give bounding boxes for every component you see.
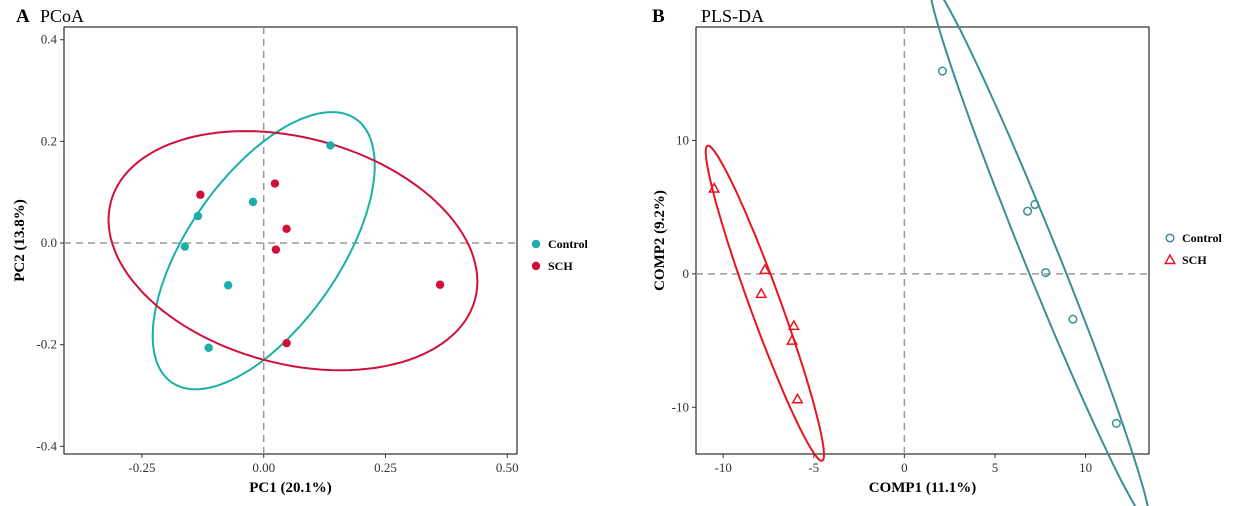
plsda-y-tick-label: 10 <box>676 132 689 147</box>
pcoa-legend-sch-label: SCH <box>548 259 573 273</box>
pcoa-x-axis: -0.25 0.00 0.25 0.50 <box>128 454 519 475</box>
pcoa-ellipses <box>107 111 479 391</box>
plsda-ellipses <box>704 0 1149 506</box>
pcoa-sch-ellipse <box>107 130 479 372</box>
pcoa-reference-lines <box>64 27 517 454</box>
plsda-sch-point <box>786 334 799 345</box>
pcoa-control-point <box>223 281 233 290</box>
plsda-title: PLS-DA <box>701 6 764 26</box>
plsda-plot-area <box>695 26 1150 455</box>
pcoa-control-point <box>204 343 213 352</box>
pcoa-sch-point <box>196 190 205 199</box>
pcoa-sch-point <box>282 338 291 348</box>
plsda-sch-point <box>791 392 804 404</box>
pcoa-legend-control-label: Control <box>548 237 588 251</box>
plsda-legend-control-marker <box>1165 233 1175 243</box>
pcoa-legend-sch-marker <box>531 261 541 271</box>
plsda-y-tick-label: -10 <box>672 399 689 414</box>
plsda-control-point <box>1030 199 1040 210</box>
plsda-sch-point <box>787 319 800 331</box>
plsda-sch-point <box>755 287 768 299</box>
pcoa-control-point <box>248 197 258 207</box>
pcoa-y-tick-label: -0.2 <box>36 337 57 352</box>
pcoa-control-point <box>193 211 203 221</box>
pcoa-y-tick-label: -0.4 <box>36 438 57 453</box>
pcoa-sch-point <box>435 280 445 289</box>
plsda-x-tick-label: -10 <box>715 460 732 475</box>
pcoa-y-axis-title: PC2 (13.8%) <box>12 199 28 282</box>
pcoa-y-axis: -0.4 -0.2 0.0 0.2 0.4 <box>36 32 64 453</box>
pcoa-control-point <box>326 141 335 150</box>
pcoa-x-axis-title: PC1 (20.1%) <box>249 480 332 496</box>
plsda-control-ellipse <box>930 0 1149 506</box>
pcoa-control-point <box>180 242 189 251</box>
plsda-sch-ellipse <box>704 144 826 462</box>
pcoa-control-ellipse <box>151 111 376 391</box>
plsda-y-tick-label: 0 <box>683 266 690 281</box>
pcoa-sch-point <box>271 245 281 254</box>
plsda-x-tick-label: 5 <box>992 460 999 475</box>
pcoa-title: PCoA <box>40 6 84 26</box>
pcoa-legend-control-marker <box>531 239 541 249</box>
plsda-legend-control-label: Control <box>1182 231 1222 245</box>
plsda-control-point <box>1111 418 1121 428</box>
plsda-control-point <box>1041 267 1051 278</box>
pcoa-points <box>180 141 445 352</box>
pcoa-y-tick-label: 0.4 <box>41 32 58 47</box>
pcoa-sch-point <box>270 179 280 188</box>
pcoa-legend: Control SCH <box>531 237 588 273</box>
pcoa-x-tick-label: 0.00 <box>252 460 275 475</box>
plsda-x-tick-label: 0 <box>901 460 908 475</box>
panel-letter-b: B <box>652 6 665 27</box>
plsda-legend: Control SCH <box>1163 231 1222 267</box>
pcoa-sch-point <box>282 224 291 234</box>
plsda-x-tick-label: 10 <box>1079 460 1092 475</box>
plsda-points <box>708 66 1121 428</box>
pcoa-x-tick-label: 0.50 <box>496 460 519 475</box>
plsda-reference-lines <box>696 27 1149 454</box>
plsda-y-axis-title: COMP2 (9.2%) <box>652 190 668 291</box>
pcoa-x-tick-label: 0.25 <box>374 460 397 475</box>
plsda-x-tick-label: -5 <box>808 460 819 475</box>
plsda-x-axis: -10 -5 0 5 10 <box>715 454 1092 475</box>
plsda-legend-sch-label: SCH <box>1182 253 1207 267</box>
plsda-control-point <box>1068 314 1078 324</box>
pcoa-panel: A PCoA -0.25 0.00 0.25 0.50 -0.4 -0.2 0.0 0.2 0… <box>12 6 588 496</box>
pcoa-y-tick-label: 0.2 <box>41 133 57 148</box>
plsda-control-point <box>1023 206 1033 216</box>
plsda-sch-point <box>708 181 721 193</box>
plsda-legend-sch-marker <box>1163 253 1177 265</box>
plsda-y-axis: -10 0 10 <box>672 132 696 414</box>
pcoa-plot-area <box>63 26 518 455</box>
panel-letter-a: A <box>16 6 30 27</box>
plsda-x-axis-title: COMP1 (11.1%) <box>869 480 976 496</box>
plsda-control-point <box>937 66 947 76</box>
pcoa-y-tick-label: 0.0 <box>41 235 57 250</box>
plsda-sch-point <box>758 263 771 275</box>
pcoa-x-tick-label: -0.25 <box>128 460 155 475</box>
